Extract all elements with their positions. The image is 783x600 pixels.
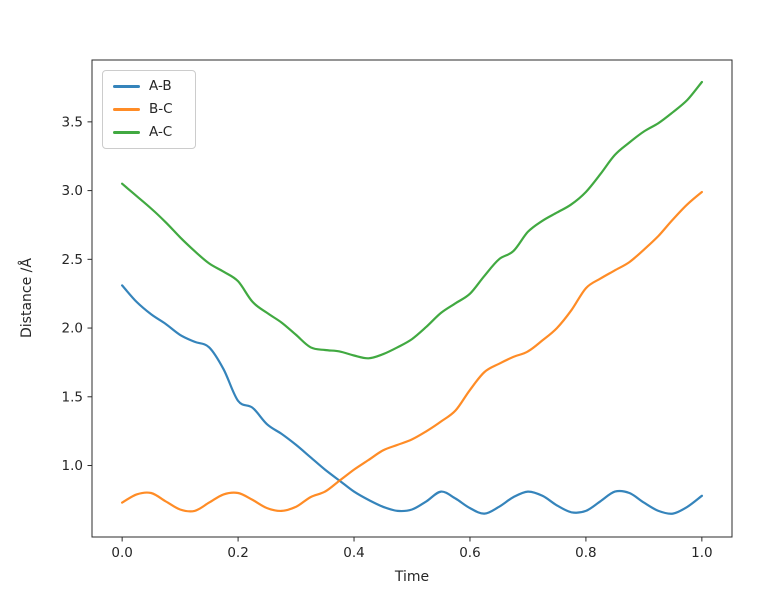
legend: A-B B-C A-C bbox=[102, 70, 196, 149]
plot-area bbox=[92, 60, 732, 537]
legend-label: B-C bbox=[149, 100, 173, 117]
x-tick-label: 0.0 bbox=[111, 545, 132, 561]
x-tick-label: 0.8 bbox=[575, 545, 596, 561]
y-tick-label: 1.5 bbox=[62, 389, 83, 405]
legend-line-swatch bbox=[113, 84, 140, 88]
y-tick-label: 2.0 bbox=[62, 321, 83, 337]
x-tick-label: 0.6 bbox=[459, 545, 480, 561]
y-axis-label: Distance /Å bbox=[18, 258, 35, 338]
series-line-A-B bbox=[121, 284, 703, 515]
x-axis-label: Time bbox=[394, 569, 429, 585]
tick-layer: 0.0 0.2 0.4 0.6 0.8 1.0 1.0 1.5 2.0 2.5 3.0 3.5 bbox=[62, 114, 713, 561]
legend-line-swatch bbox=[113, 107, 140, 111]
y-tick-label: 3.0 bbox=[62, 183, 83, 199]
x-tick-label: 0.4 bbox=[343, 545, 364, 561]
series-layer bbox=[121, 80, 703, 515]
y-tick-label: 2.5 bbox=[62, 252, 83, 268]
legend-item: A-B bbox=[113, 79, 185, 94]
axes-spines bbox=[91, 59, 733, 538]
legend-line-swatch bbox=[113, 130, 140, 134]
legend-item: A-C bbox=[113, 123, 185, 140]
series-line-A-C bbox=[121, 80, 703, 360]
series-line-B-C bbox=[121, 190, 703, 513]
legend-label: A-C bbox=[149, 123, 173, 140]
legend-label: A-B bbox=[149, 78, 172, 94]
y-tick-label: 1.0 bbox=[62, 458, 83, 474]
x-tick-label: 1.0 bbox=[691, 545, 712, 561]
legend-item: B-C bbox=[113, 100, 185, 117]
y-tick-label: 3.5 bbox=[62, 114, 83, 130]
x-tick-label: 0.2 bbox=[227, 545, 248, 561]
